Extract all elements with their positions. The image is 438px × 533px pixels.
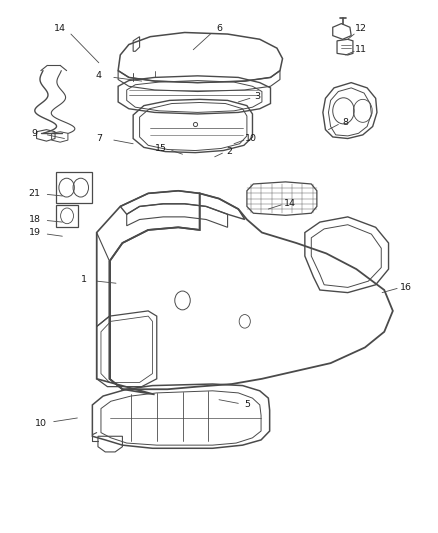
Text: 21: 21 (28, 189, 40, 198)
Text: 3: 3 (254, 92, 261, 101)
Text: 16: 16 (400, 283, 412, 292)
Text: 4: 4 (96, 71, 102, 80)
Bar (56, 205, 78, 227)
Text: 19: 19 (28, 228, 40, 237)
Text: 2: 2 (227, 147, 233, 156)
Text: 14: 14 (54, 25, 66, 34)
Text: 6: 6 (216, 25, 222, 34)
Text: 12: 12 (355, 25, 367, 34)
Text: 10: 10 (35, 419, 47, 427)
Text: 5: 5 (244, 400, 250, 409)
Text: 1: 1 (81, 275, 87, 284)
Text: 9: 9 (32, 129, 37, 138)
Text: 11: 11 (355, 45, 367, 54)
Text: 15: 15 (155, 144, 167, 154)
Bar (56, 173, 92, 203)
Text: 18: 18 (28, 215, 40, 224)
Text: 8: 8 (343, 118, 349, 127)
Text: 7: 7 (96, 134, 102, 143)
Text: 14: 14 (284, 199, 296, 208)
Text: 10: 10 (245, 134, 257, 143)
